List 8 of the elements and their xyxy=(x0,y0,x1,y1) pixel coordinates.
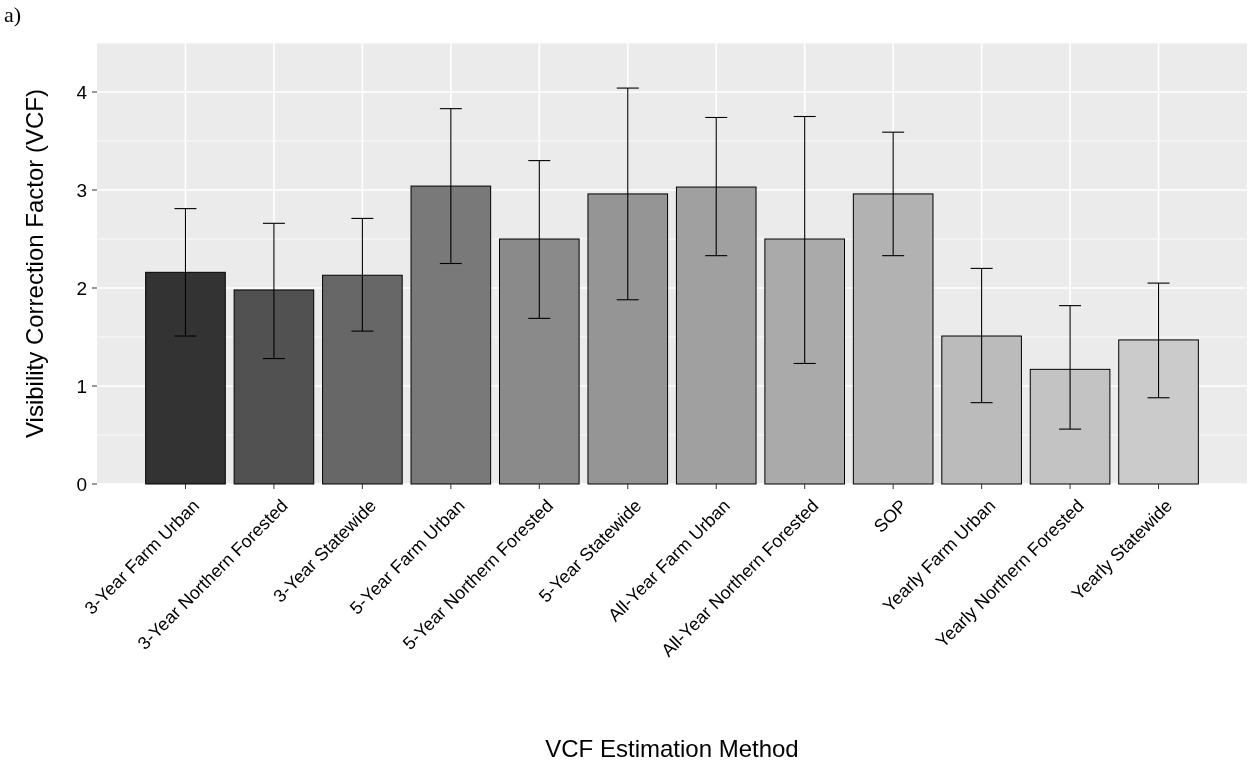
y-tick-label: 1 xyxy=(76,375,87,397)
y-tick-label: 2 xyxy=(76,277,87,299)
text: a) xyxy=(4,2,22,27)
y-tick-label: 4 xyxy=(76,81,88,103)
y-axis-title: Visibility Correction Factor (VCF) xyxy=(21,89,48,438)
y-tick-label: 0 xyxy=(76,473,87,495)
x-axis-title: VCF Estimation Method xyxy=(545,735,799,762)
y-tick-label: 3 xyxy=(76,179,87,201)
